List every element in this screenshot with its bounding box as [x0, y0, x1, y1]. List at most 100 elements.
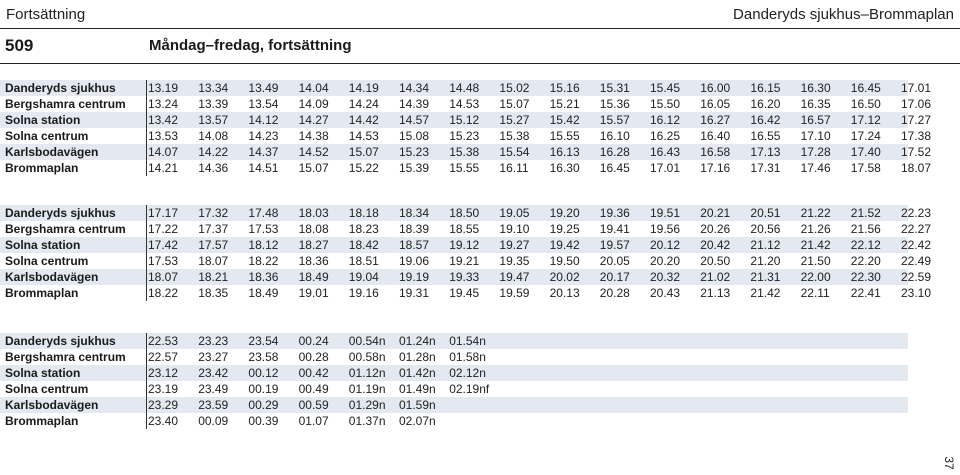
stop-name: Danderyds sjukhus [5, 334, 116, 348]
departure-time: 15.07 [348, 145, 379, 159]
route-direction: Danderyds sjukhus–Brommaplan [733, 6, 954, 23]
departure-time: 22.00 [800, 270, 831, 284]
departure-time: 13.57 [198, 113, 229, 127]
departure-time: 17.53 [148, 254, 179, 268]
departure-time: 14.57 [399, 113, 430, 127]
departure-time: 16.50 [850, 97, 881, 111]
departure-time: 19.36 [599, 206, 630, 220]
departure-time: 17.27 [901, 113, 932, 127]
departure-time: 20.02 [549, 270, 580, 284]
departure-time: 22.30 [850, 270, 881, 284]
departure-time: 17.38 [901, 129, 932, 143]
departure-time: 23.29 [148, 398, 179, 412]
page-number: 37 [942, 456, 956, 470]
departure-time: 16.58 [700, 145, 731, 159]
top-header: Fortsättning Danderyds sjukhus–Brommapla… [0, 0, 960, 30]
departure-time: 20.50 [700, 254, 731, 268]
departure-time: 14.42 [348, 113, 379, 127]
departure-time: 15.50 [650, 97, 681, 111]
departure-time: 18.36 [298, 254, 329, 268]
departure-time: 13.42 [148, 113, 179, 127]
departure-time: 21.50 [800, 254, 831, 268]
departure-time: 23.54 [248, 334, 279, 348]
departure-time: 21.20 [750, 254, 781, 268]
departure-time: 17.13 [750, 145, 781, 159]
stop-name: Solna station [5, 238, 81, 252]
departure-time: 19.01 [298, 286, 329, 300]
departure-time: 16.35 [800, 97, 831, 111]
departure-time: 01.37n [348, 414, 386, 428]
departure-time: 15.36 [599, 97, 630, 111]
stop-name: Solna centrum [5, 129, 89, 143]
column-divider [146, 205, 147, 301]
departure-time: 19.04 [348, 270, 379, 284]
departure-time: 17.22 [148, 222, 179, 236]
departure-time: 20.26 [700, 222, 731, 236]
stop-name: Brommaplan [5, 286, 79, 300]
timetable-row: Karlsbodavägen 23.29 23.59 00.29 00.59 01.29n… [0, 397, 908, 413]
departure-time: 00.29 [248, 398, 279, 412]
timetable-block: Danderyds sjukhus 13.19 13.34 13.49 14.04 14.… [0, 80, 960, 176]
departure-time: 14.27 [298, 113, 329, 127]
departure-time: 01.12n [348, 366, 386, 380]
departure-time: 19.47 [499, 270, 530, 284]
continuation-label: Fortsättning [6, 6, 86, 23]
departure-time: 20.43 [650, 286, 681, 300]
departure-time: 19.20 [549, 206, 580, 220]
departure-time: 21.31 [750, 270, 781, 284]
departure-time: 14.19 [348, 81, 379, 95]
departure-time: 18.22 [148, 286, 179, 300]
departure-time: 21.02 [700, 270, 731, 284]
timetable-row: Danderyds sjukhus 13.19 13.34 13.49 14.04 14.… [0, 80, 931, 96]
departure-time: 14.09 [298, 97, 329, 111]
departure-time: 23.40 [148, 414, 179, 428]
departure-time: 21.26 [800, 222, 831, 236]
departure-time: 21.42 [800, 238, 831, 252]
departure-time: 22.59 [901, 270, 932, 284]
departure-time: 21.12 [750, 238, 781, 252]
departure-time: 13.54 [248, 97, 279, 111]
departure-time: 17.57 [198, 238, 229, 252]
departure-time: 15.23 [449, 129, 480, 143]
departure-time: 18.55 [449, 222, 480, 236]
departure-time: 15.54 [499, 145, 530, 159]
departure-time: 01.19n [348, 382, 386, 396]
departure-time: 17.01 [650, 161, 681, 175]
departure-time: 18.07 [901, 161, 932, 175]
departure-time: 21.56 [850, 222, 881, 236]
departure-time: 14.51 [248, 161, 279, 175]
departure-time: 21.42 [750, 286, 781, 300]
departure-time: 20.20 [650, 254, 681, 268]
departure-time: 23.12 [148, 366, 179, 380]
stop-name: Karlsbodavägen [5, 145, 99, 159]
stop-name: Solna station [5, 113, 81, 127]
departure-time: 13.24 [148, 97, 179, 111]
departure-time: 00.28 [298, 350, 329, 364]
stop-name: Danderyds sjukhus [5, 206, 116, 220]
route-number: 509 [5, 36, 34, 55]
departure-time: 01.54n [449, 334, 486, 348]
timetable-row: Brommaplan 23.40 00.09 00.39 01.07 01.37n 02.0… [0, 413, 908, 429]
departure-time: 16.45 [850, 81, 881, 95]
heading-divider [0, 63, 960, 64]
departure-time: 00.54n [348, 334, 386, 348]
departure-time: 15.55 [449, 161, 480, 175]
departure-time: 16.55 [750, 129, 781, 143]
departure-time: 19.33 [449, 270, 480, 284]
departure-time: 02.07n [399, 414, 436, 428]
departure-time: 23.59 [198, 398, 229, 412]
departure-time: 19.12 [449, 238, 480, 252]
departure-time: 17.58 [850, 161, 881, 175]
departure-time: 23.19 [148, 382, 179, 396]
departure-time: 22.41 [850, 286, 881, 300]
departure-time: 01.07 [298, 414, 329, 428]
departure-time: 17.40 [850, 145, 881, 159]
departure-time: 18.07 [198, 254, 229, 268]
departure-time: 18.35 [198, 286, 229, 300]
departure-time: 18.50 [449, 206, 480, 220]
column-divider [146, 80, 147, 176]
stop-name: Bergshamra centrum [5, 222, 126, 236]
departure-time: 20.13 [549, 286, 580, 300]
departure-time: 18.23 [348, 222, 379, 236]
departure-time: 14.22 [198, 145, 229, 159]
